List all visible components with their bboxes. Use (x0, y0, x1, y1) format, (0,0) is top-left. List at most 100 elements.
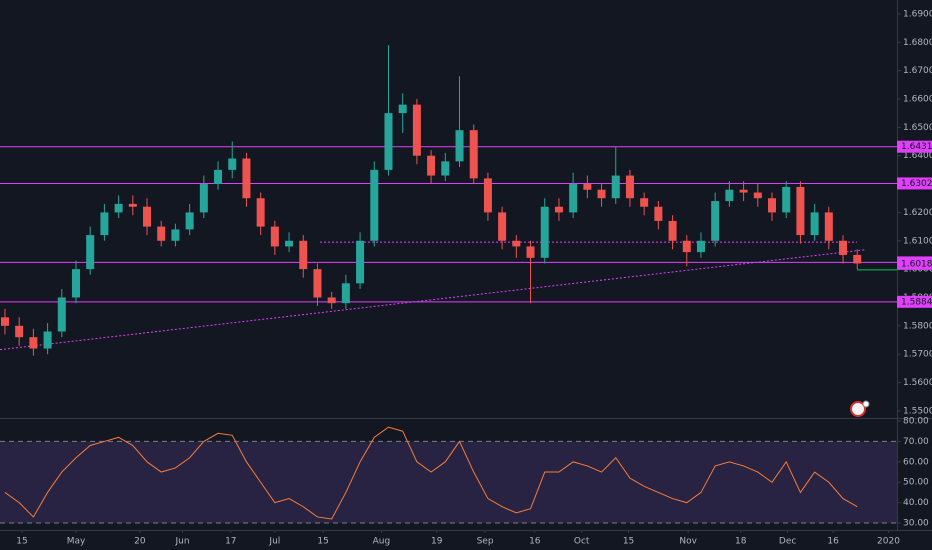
x-tick-label: 20 (134, 537, 146, 547)
candle-body (341, 283, 350, 304)
x-tick-label: 16 (827, 537, 839, 547)
candle-body (796, 186, 805, 236)
candle-body (753, 192, 762, 199)
candle-body (483, 178, 492, 213)
candle-body (285, 240, 294, 247)
x-tick-label: 17 (225, 537, 236, 547)
candle-body (824, 212, 833, 241)
x-tick-label: 19 (431, 537, 443, 547)
candle-body (554, 206, 563, 213)
candle-body (384, 113, 393, 170)
x-tick-label: Oct (574, 537, 590, 547)
candle-body (199, 184, 208, 213)
rsi-line (4, 426, 858, 520)
candle-body (853, 254, 862, 264)
candle-body (43, 331, 52, 349)
candle-body (569, 184, 578, 213)
x-tick-label: 16 (529, 537, 541, 547)
candle-body (370, 169, 379, 241)
x-tick-label: 2020 (877, 537, 900, 547)
candle-body (540, 206, 549, 258)
candle-body (512, 240, 521, 247)
candle-body (356, 240, 365, 284)
candle-body (29, 337, 38, 349)
candle-body (839, 240, 848, 255)
y-tick-label: 1.62000 (903, 208, 932, 218)
candle-body (782, 186, 791, 213)
y-tick-label: 1.55000 (903, 406, 932, 416)
candle-body (640, 198, 649, 207)
rsi-y-tick-label: 80.00 (903, 417, 929, 427)
trendline (0, 249, 865, 351)
candle-body (597, 189, 606, 199)
y-tick-label: 1.67000 (903, 66, 932, 76)
candle-body (114, 203, 123, 213)
candle-body (100, 212, 109, 236)
candle-body (412, 104, 421, 156)
candle-body (711, 201, 720, 241)
rsi-band (0, 441, 897, 524)
candle-body (327, 297, 336, 304)
candle-body (398, 104, 407, 114)
candle-body (270, 226, 279, 247)
rsi-y-tick-label: 60.00 (903, 457, 929, 467)
y-tick-label: 1.57000 (903, 350, 932, 360)
candle-body (57, 297, 66, 332)
candle-body (157, 226, 166, 241)
candle-body (498, 212, 507, 241)
y-tick-label: 1.66000 (903, 94, 932, 104)
x-tick-label: May (67, 537, 86, 547)
candle-body (313, 269, 322, 298)
candle-body (611, 175, 620, 199)
rsi-y-tick-label: 40.00 (903, 498, 929, 508)
candle-body (725, 189, 734, 202)
y-tick-label: 1.64000 (903, 151, 932, 161)
candle-body (299, 240, 308, 270)
candle-body (668, 220, 677, 241)
x-tick-label: Jun (174, 537, 189, 547)
candle-body (810, 212, 819, 236)
level-label: 1.58847 (901, 297, 932, 307)
candle-body (526, 246, 535, 258)
level-label-box (897, 140, 932, 153)
candle-body (71, 269, 80, 298)
x-tick-label: 15 (623, 537, 634, 547)
y-tick-label: 1.65000 (903, 123, 932, 133)
x-tick-label: 18 (735, 537, 747, 547)
rsi-y-tick-label: 70.00 (903, 437, 929, 447)
candle-body (143, 206, 152, 227)
candle-body (455, 130, 464, 162)
candle-body (256, 198, 265, 227)
candle-body (625, 175, 634, 199)
candle-body (171, 229, 180, 241)
x-tick-label: Aug (373, 537, 391, 547)
candle-body (768, 198, 777, 213)
rsi-y-tick-label: 30.00 (903, 519, 929, 529)
y-tick-label: 1.58000 (903, 321, 932, 331)
candle-body (228, 158, 237, 170)
indicator-icon[interactable] (850, 400, 870, 417)
candle-body (696, 240, 705, 253)
candle-body (469, 130, 478, 179)
candle-body (15, 325, 24, 338)
last-price-label: 1.60185 (901, 259, 932, 269)
candle-body (185, 212, 194, 230)
candle-body (128, 203, 137, 207)
candle-body (654, 206, 663, 221)
level-label-box (897, 177, 932, 190)
level-label: 1.64317 (901, 142, 932, 152)
y-tick-label: 1.61000 (903, 236, 932, 246)
candle-body (0, 317, 9, 326)
candle-body (682, 240, 691, 253)
rsi-y-tick-label: 50.00 (903, 478, 929, 488)
x-tick-label: Nov (679, 537, 697, 547)
last-price-box (897, 257, 932, 270)
candle-body (739, 189, 748, 193)
x-tick-label: 15 (317, 537, 328, 547)
y-tick-label: 1.69000 (903, 9, 932, 19)
x-tick-label: Dec (779, 537, 796, 547)
